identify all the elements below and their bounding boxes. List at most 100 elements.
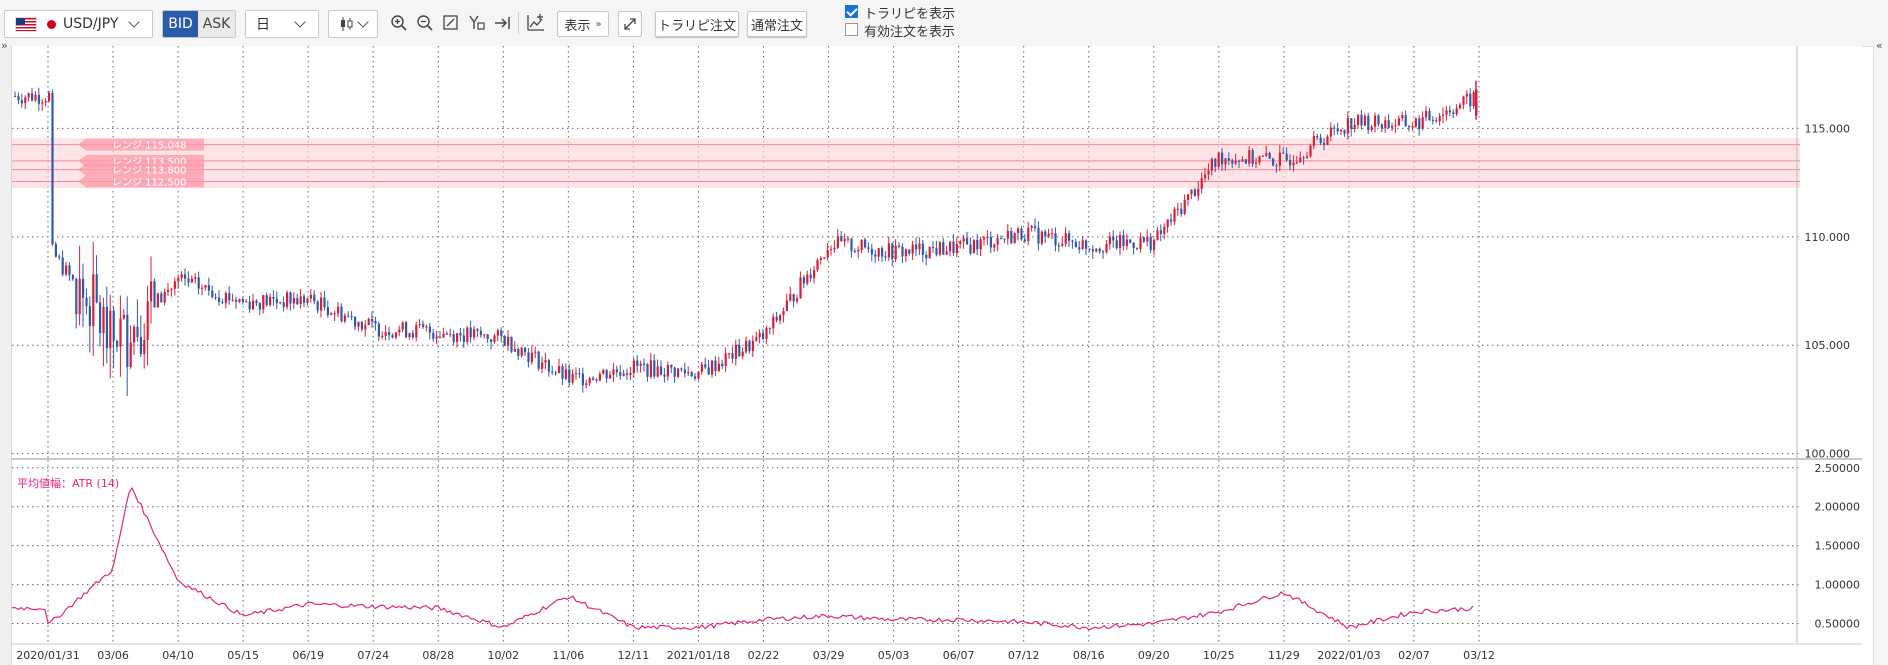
candle-body <box>449 334 452 336</box>
candle-body <box>551 371 554 373</box>
time-tick-label: 02/07 <box>1398 649 1430 662</box>
candle-body <box>476 329 479 332</box>
candle-body <box>952 241 955 254</box>
zoom-out-icon[interactable] <box>416 14 434 32</box>
candle-body <box>92 274 95 326</box>
candle-body <box>1275 165 1278 167</box>
candle-body <box>663 374 666 377</box>
candle-body <box>1119 235 1122 249</box>
candle-body <box>1272 158 1275 166</box>
candle-body <box>34 94 37 101</box>
candle-body <box>418 324 421 326</box>
candle-body <box>1108 236 1111 244</box>
ask-button[interactable]: ASK <box>198 11 235 37</box>
candle-body <box>54 244 57 257</box>
indicator-add-icon[interactable] <box>526 13 546 33</box>
candle-body <box>1350 118 1353 130</box>
candle-body <box>99 302 102 334</box>
range-label-text: レンジ 115.048 <box>112 141 187 152</box>
candle-body <box>357 321 360 327</box>
show-active-orders-checkbox[interactable] <box>845 23 858 36</box>
candle-body <box>153 281 156 308</box>
show-trailing-label: トラリピを表示 <box>864 7 956 22</box>
candle-body <box>1367 115 1370 131</box>
candle-body <box>670 365 673 368</box>
candle-body <box>1034 225 1037 228</box>
normal-order-button[interactable]: 通常注文 <box>747 11 807 37</box>
candle-body <box>82 278 85 298</box>
range-tag-shape <box>78 175 204 188</box>
zoom-in-icon[interactable] <box>390 14 408 32</box>
candle-body <box>1370 126 1373 131</box>
candle-body <box>187 278 190 283</box>
expand-button[interactable] <box>618 11 642 37</box>
candlestick-icon <box>341 17 353 31</box>
trailing-order-button[interactable]: トラリピ注文 <box>655 11 739 37</box>
fit-icon[interactable] <box>442 14 460 32</box>
expand-right-panel-icon[interactable]: « <box>1876 39 1883 52</box>
candle-body <box>1472 92 1475 107</box>
candle-body <box>486 334 489 340</box>
y-axis-icon[interactable] <box>468 14 486 32</box>
candle-body <box>1068 233 1071 241</box>
candle-body <box>925 254 928 259</box>
display-menu-button[interactable]: 表示 » <box>557 11 609 37</box>
candle-body <box>1125 239 1128 247</box>
candle-body <box>802 277 805 284</box>
candle-body <box>119 318 122 347</box>
candle-body <box>1380 124 1383 129</box>
candle-body <box>1217 152 1220 167</box>
expand-left-panel-icon[interactable]: » <box>1 39 8 52</box>
trailing-order-label: トラリピ注文 <box>657 18 736 34</box>
candle-body <box>1244 159 1247 164</box>
candle-body <box>1452 112 1455 115</box>
symbol-selector[interactable]: USD/JPY <box>4 10 153 38</box>
candle-body <box>204 285 207 288</box>
right-panel-collapsed[interactable] <box>1873 46 1888 665</box>
candle-body <box>1071 240 1074 243</box>
left-panel-collapsed[interactable] <box>0 46 12 665</box>
bid-button[interactable]: BID <box>163 11 199 37</box>
candle-body <box>840 236 843 242</box>
candle-body <box>615 369 618 373</box>
scroll-end-icon[interactable] <box>494 14 512 32</box>
candle-body <box>870 248 873 255</box>
candle-body <box>1455 108 1458 115</box>
candle-body <box>133 326 136 343</box>
time-tick-label: 04/10 <box>162 649 194 662</box>
candle-body <box>422 324 425 327</box>
show-trailing-checkbox[interactable] <box>845 5 858 18</box>
candle-body <box>286 292 289 307</box>
candle-body <box>826 250 829 258</box>
candle-body <box>996 238 999 245</box>
candle-body <box>466 327 469 342</box>
candle-body <box>1153 239 1156 251</box>
candle-body <box>228 293 231 301</box>
display-label: 表示 <box>564 18 591 34</box>
candle-body <box>1462 96 1465 105</box>
candle-body <box>711 360 714 375</box>
timeframe-selector[interactable]: 日 <box>245 10 319 38</box>
time-tick-label: 03/06 <box>97 649 129 662</box>
candle-body <box>156 293 159 308</box>
candle-body <box>1234 160 1237 164</box>
candle-body <box>146 301 149 340</box>
candle-body <box>17 96 20 101</box>
candle-body <box>14 95 17 97</box>
candle-body <box>415 325 418 338</box>
chart-style-selector[interactable] <box>328 10 378 38</box>
candle-body <box>1040 231 1043 244</box>
candle-body <box>1221 152 1224 165</box>
candle-body <box>1047 233 1050 237</box>
candle-body <box>575 373 578 375</box>
candle-body <box>452 334 455 342</box>
atr-tick-label: 2.00000 <box>1815 501 1861 514</box>
candle-body <box>272 296 275 299</box>
range-zone <box>12 138 1800 189</box>
candle-body <box>687 372 690 374</box>
candle-body <box>775 316 778 321</box>
candle-body <box>915 244 918 250</box>
normal-order-label: 通常注文 <box>750 18 803 34</box>
